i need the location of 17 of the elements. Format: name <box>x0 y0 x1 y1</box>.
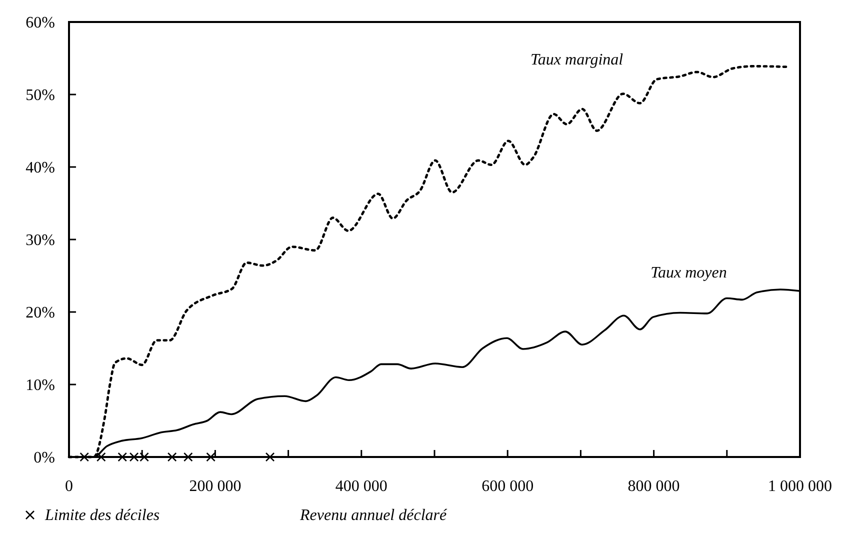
y-tick-label: 10% <box>26 377 55 394</box>
y-tick-label: 30% <box>26 232 55 250</box>
y-tick-label: 50% <box>26 87 55 104</box>
x-tick-label: 600 000 <box>482 478 534 495</box>
x-tick-label: 800 000 <box>628 478 680 495</box>
series-label: Taux marginal <box>530 51 624 68</box>
legend-label: Limite des déciles <box>44 507 160 524</box>
x-tick-label: 0 <box>65 478 73 495</box>
y-tick-label: 60% <box>26 14 55 32</box>
y-tick-label: 40% <box>26 160 55 177</box>
y-tick-label: 0% <box>34 450 55 467</box>
x-axis-title: Revenu annuel déclaré <box>299 507 448 524</box>
x-tick-label: 400 000 <box>335 478 388 495</box>
y-tick-label: 20% <box>26 304 55 322</box>
series-label: Taux moyen <box>650 264 727 282</box>
x-tick-label: 200 000 <box>189 478 242 495</box>
x-tick-label: 1 000 000 <box>768 478 832 495</box>
